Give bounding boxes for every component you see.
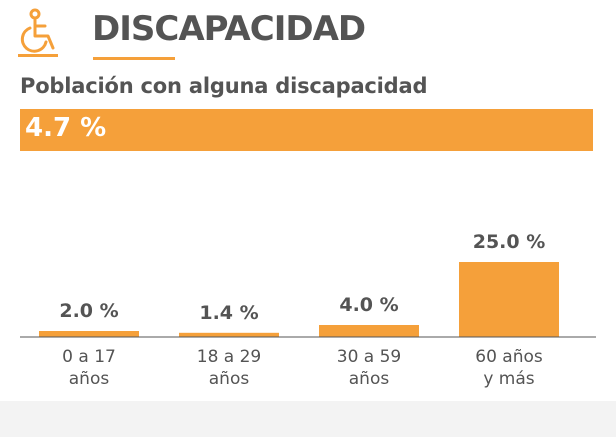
category-label-2-0: 30 a 59 <box>337 347 402 367</box>
value-label-0: 2.0 % <box>59 300 118 322</box>
category-label-3-1: y más <box>483 369 534 389</box>
bar-1 <box>179 332 279 337</box>
category-label-0-1: años <box>69 369 110 389</box>
total-value: 4.7 % <box>25 113 107 143</box>
value-label-1: 1.4 % <box>199 302 258 324</box>
category-label-1-0: 18 a 29 <box>197 347 262 367</box>
wheelchair-icon <box>18 8 62 58</box>
category-label-3-0: 60 años <box>475 347 543 367</box>
value-label-3: 25.0 % <box>473 231 546 253</box>
bottom-strip <box>0 401 616 437</box>
title-underline <box>93 57 175 60</box>
bar-3 <box>459 262 559 337</box>
total-bar: 4.7 % <box>20 109 593 151</box>
chart-subtitle: Población con alguna discapacidad <box>20 74 428 98</box>
bar-0 <box>39 331 139 337</box>
category-label-1-1: años <box>209 369 250 389</box>
page-title: DISCAPACIDAD <box>92 9 366 49</box>
bar-2 <box>319 325 419 337</box>
value-label-2: 4.0 % <box>339 294 398 316</box>
category-label-2-1: años <box>349 369 390 389</box>
category-label-0-0: 0 a 17 <box>62 347 116 367</box>
